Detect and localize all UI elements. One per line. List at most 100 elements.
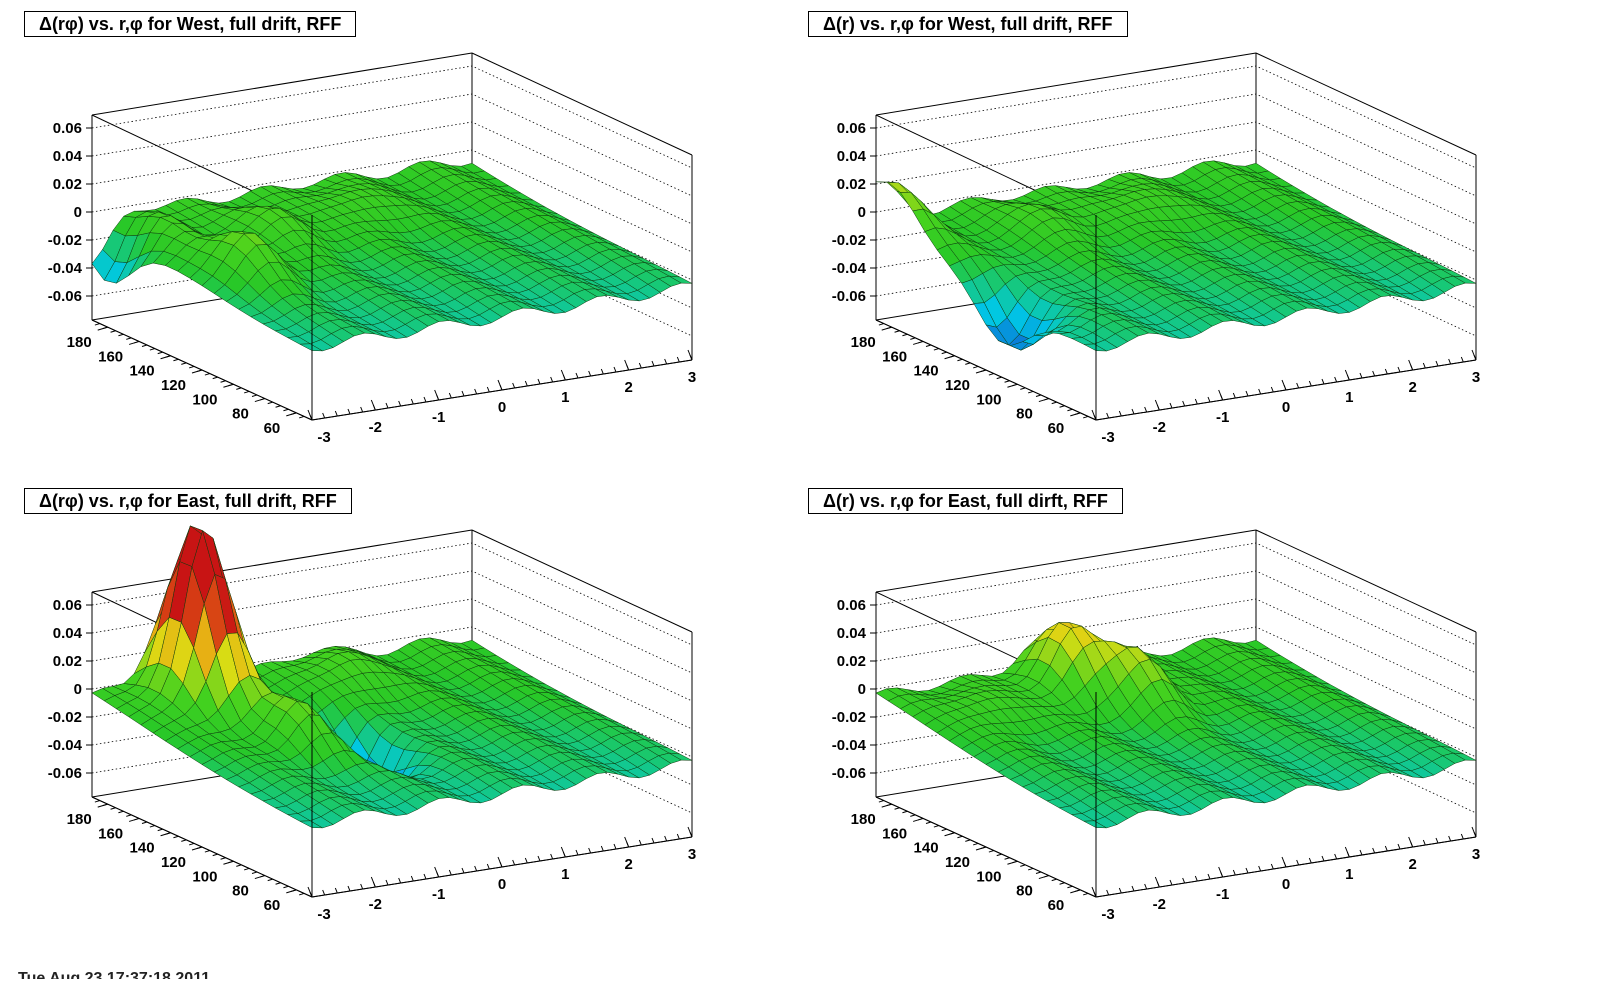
phi-minor-tick: [651, 837, 655, 844]
phi-minor-tick: [1296, 382, 1300, 389]
r-minor-tick: [283, 408, 289, 412]
gridline: [875, 65, 1477, 169]
r-minor-tick: [965, 362, 971, 365]
panel-east-rphi: -0.06 -0.04 -0.02 0 0.02 0.04 0.06 60 80 100 120 14…: [0, 477, 812, 970]
plot-frame: -0.06-0.04-0.0200.020.040.06608010012014…: [832, 52, 1480, 446]
phi-minor-tick: [588, 847, 592, 854]
phi-minor-tick: [524, 380, 528, 387]
phi-minor-tick: [1194, 398, 1198, 405]
frame-edge: [311, 836, 693, 898]
surface-cell: [669, 275, 693, 284]
z-tick-label: 0.04: [53, 148, 83, 165]
r-minor-tick: [1020, 387, 1026, 390]
phi-minor-tick: [1270, 863, 1274, 870]
frame-edge: [1255, 52, 1477, 156]
surface-plot: -0.06-0.04-0.0200.020.040.06608010012014…: [48, 525, 696, 923]
r-minor-tick: [933, 825, 940, 828]
phi-tick-label: -2: [369, 419, 382, 436]
phi-tick-label: 3: [688, 846, 696, 863]
phi-minor-tick: [1207, 396, 1211, 403]
phi-minor-tick: [410, 875, 414, 882]
phi-minor-tick: [613, 366, 617, 373]
r-minor-tick: [236, 864, 242, 867]
r-minor-tick: [996, 376, 1002, 380]
phi-minor-tick: [1359, 849, 1363, 856]
r-tick-label: 180: [67, 811, 92, 828]
phi-tick-label: 0: [1282, 876, 1290, 893]
z-tick-label: 0.02: [837, 176, 866, 193]
panel-title: Δ(rφ) vs. r,φ for West, full drift, RFF: [24, 11, 357, 37]
phi-minor-tick: [1334, 376, 1338, 383]
r-minor-tick: [1012, 383, 1018, 387]
surface-mesh: [91, 160, 693, 352]
r-minor-tick: [1067, 408, 1073, 412]
frame-edge: [91, 52, 473, 116]
phi-minor-tick: [1283, 861, 1287, 868]
phi-minor-tick: [1156, 404, 1160, 411]
phi-minor-tick: [600, 845, 604, 852]
r-tick-label: 180: [851, 334, 876, 351]
r-minor-tick: [980, 846, 987, 849]
phi-minor-tick: [360, 406, 364, 413]
phi-minor-tick: [1321, 855, 1325, 862]
panel-west-rphi: -0.06 -0.04 -0.02 0 0.02 0.04 0.06 60 80 100 120 14…: [0, 0, 812, 493]
phi-tick-label: 1: [561, 389, 569, 406]
r-tick-label: 60: [1048, 897, 1065, 914]
r-minor-tick: [980, 369, 987, 372]
phi-minor-tick: [1245, 867, 1249, 874]
r-minor-tick: [1075, 412, 1081, 415]
r-minor-tick: [181, 839, 187, 842]
r-minor-tick: [1043, 398, 1050, 401]
phi-minor-tick: [1460, 356, 1464, 363]
phi-minor-tick: [334, 410, 338, 417]
r-minor-tick: [972, 842, 979, 846]
gridline: [875, 121, 1477, 225]
frame-edge: [91, 529, 473, 593]
phi-tick-label: -1: [432, 886, 445, 903]
r-minor-tick: [283, 885, 289, 889]
r-minor-tick: [251, 871, 258, 874]
z-tick-label: -0.04: [48, 260, 83, 277]
phi-minor-tick: [1220, 871, 1224, 878]
phi-tick-label: 3: [688, 369, 696, 386]
r-minor-tick: [925, 821, 932, 824]
phi-minor-tick: [448, 869, 452, 876]
z-tick-label: -0.06: [48, 765, 82, 782]
r-minor-tick: [102, 803, 108, 807]
r-tick-label: 100: [976, 391, 1001, 408]
phi-minor-tick: [1384, 845, 1388, 852]
r-minor-tick: [267, 878, 273, 882]
phi-minor-tick: [486, 386, 490, 393]
phi-minor-tick: [1131, 885, 1135, 892]
phi-minor-tick: [1258, 388, 1262, 395]
phi-minor-tick: [1334, 853, 1338, 860]
phi-tick-label: -3: [317, 906, 330, 923]
r-tick-label: 140: [130, 363, 155, 380]
r-minor-tick: [173, 835, 179, 839]
phi-minor-tick: [1220, 394, 1224, 401]
z-tick-label: -0.06: [832, 288, 866, 305]
r-tick-label: 120: [945, 377, 970, 394]
r-minor-tick: [1075, 889, 1081, 892]
phi-tick-label: 2: [624, 379, 632, 396]
r-tick-label: 80: [232, 883, 249, 900]
phi-minor-tick: [1144, 883, 1148, 890]
r-minor-tick: [996, 853, 1002, 857]
phi-minor-tick: [461, 867, 465, 874]
gridline: [875, 570, 1477, 674]
phi-minor-tick: [1169, 402, 1173, 409]
gridline: [91, 149, 693, 253]
phi-tick-label: 2: [1408, 379, 1416, 396]
r-minor-tick: [243, 390, 250, 394]
phi-minor-tick: [423, 873, 427, 880]
phi-minor-tick: [1346, 851, 1350, 858]
phi-tick-label: 0: [498, 876, 506, 893]
r-minor-tick: [957, 358, 963, 362]
phi-minor-tick: [537, 378, 541, 385]
phi-minor-tick: [1207, 873, 1211, 880]
phi-minor-tick: [474, 865, 478, 872]
phi-minor-tick: [1397, 843, 1401, 850]
phi-minor-tick: [385, 879, 389, 886]
r-minor-tick: [94, 323, 101, 326]
phi-minor-tick: [1346, 374, 1350, 381]
